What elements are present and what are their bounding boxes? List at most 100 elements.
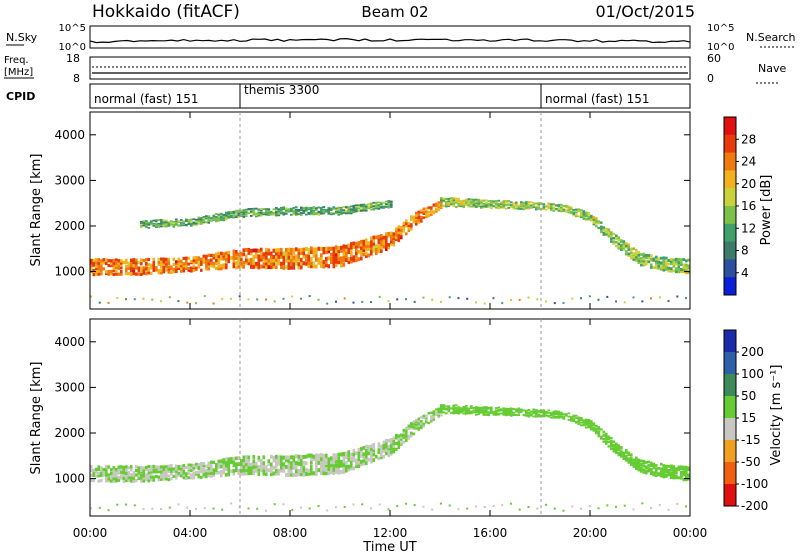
echo-cell [202, 469, 206, 473]
echo-cell [242, 471, 246, 476]
echo-cell [280, 455, 283, 460]
echo-cell [460, 203, 463, 206]
echo-cell [235, 456, 238, 461]
echo-cell [185, 256, 188, 260]
echo-cell [300, 458, 303, 463]
echo-cell [227, 466, 231, 471]
echo-cell [140, 474, 143, 478]
echo-cell [155, 266, 158, 270]
echo-cell [335, 249, 338, 254]
echo-cell [197, 475, 201, 479]
echo-cell [585, 214, 588, 217]
echo-cell [215, 465, 218, 469]
echo-cell [357, 457, 361, 461]
echo-cell [442, 199, 446, 202]
echo-cell [252, 261, 256, 266]
echo-cell [375, 201, 378, 204]
echo-cell [195, 508, 197, 511]
echo-cell [675, 476, 678, 480]
echo-cell [413, 300, 416, 303]
echo-cell [142, 479, 146, 483]
echo-cell [387, 508, 390, 511]
echo-cell [237, 471, 241, 476]
echo-cell [607, 435, 611, 438]
echo-cell [317, 260, 321, 265]
echo-cell [627, 248, 631, 251]
echo-cell [322, 211, 326, 214]
echo-cell [567, 209, 571, 212]
echo-cell [145, 263, 148, 267]
echo-cell [527, 201, 531, 204]
echo-cell [97, 467, 101, 471]
echo-cell [580, 211, 583, 214]
echo-cell [457, 408, 461, 411]
echo-cell [355, 244, 358, 249]
echo-cell [345, 248, 348, 253]
echo-cell [135, 258, 138, 262]
echo-cell [275, 458, 278, 462]
echo-cell [205, 262, 208, 266]
echo-cell [571, 297, 574, 300]
echo-cell [615, 241, 618, 244]
echo-cell [392, 232, 396, 236]
echo-cell [407, 434, 411, 438]
echo-cell [282, 255, 286, 260]
echo-cell [98, 301, 101, 304]
echo-cell [292, 213, 296, 216]
echo-cell [660, 256, 663, 260]
echo-cell [167, 474, 171, 478]
echo-cell [607, 232, 611, 235]
echo-cell [220, 215, 223, 218]
echo-cell [555, 410, 558, 413]
echo-cell [605, 438, 608, 441]
echo-cell [147, 266, 151, 270]
echo-cell [212, 264, 216, 269]
echo-cell [185, 264, 188, 268]
echo-cell [567, 412, 571, 415]
echo-cell [667, 508, 670, 511]
echo-cell [617, 238, 621, 242]
echo-cell [252, 209, 256, 212]
echo-cell [677, 264, 681, 268]
echo-cell [90, 465, 93, 469]
echo-cell [125, 258, 128, 262]
echo-cell [610, 440, 613, 443]
echo-cell [620, 446, 623, 449]
echo-cell [420, 426, 423, 430]
echo-cell [680, 470, 683, 474]
echo-cell [162, 224, 166, 227]
echo-cell [140, 258, 143, 262]
echo-cell [360, 209, 363, 212]
colorbar-swatch [724, 206, 736, 225]
echo-cell [442, 197, 446, 200]
echo-cell [300, 464, 303, 469]
echo-cell [352, 448, 356, 453]
echo-cell [590, 426, 593, 429]
echo-cell [600, 428, 603, 431]
echo-cell [317, 257, 321, 262]
echo-cell [340, 452, 343, 457]
echo-cell [415, 216, 418, 219]
echo-cell [342, 459, 346, 464]
echo-cell [160, 477, 163, 481]
echo-cell [220, 254, 223, 259]
echo-cell [355, 258, 358, 263]
echo-cell [380, 450, 383, 454]
echo-cell [295, 454, 298, 459]
echo-cell [117, 478, 121, 482]
echo-cell [302, 206, 306, 209]
echo-cell [227, 463, 231, 468]
echo-cell [332, 253, 336, 258]
echo-cell [257, 467, 261, 472]
echo-cell [245, 213, 248, 215]
echo-cell [460, 407, 463, 410]
echo-cell [522, 201, 526, 204]
echo-cell [255, 212, 258, 215]
echo-cell [247, 462, 251, 467]
echo-cell [125, 473, 128, 478]
echo-cell [140, 476, 143, 480]
echo-cell [295, 254, 298, 259]
echo-cell [575, 417, 578, 419]
echo-cell [587, 424, 591, 427]
echo-cell [210, 468, 213, 473]
